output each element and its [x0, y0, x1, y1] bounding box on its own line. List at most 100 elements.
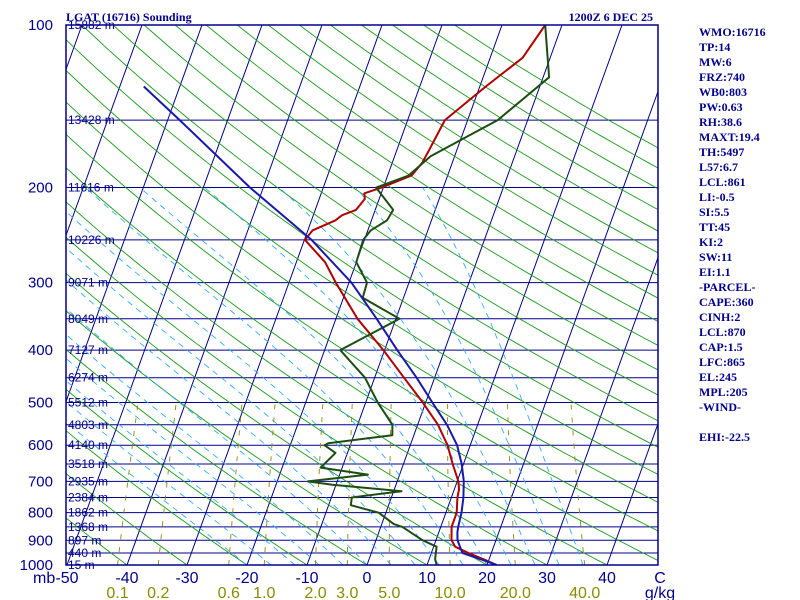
mixing-ratio-tick-label: 1.0: [253, 585, 275, 600]
temperature-tick-label: 0: [363, 570, 372, 587]
moist-adiabat-line: [422, 187, 584, 565]
index-entry: CAPE:360: [699, 295, 754, 309]
mixing-ratio-line: [228, 402, 243, 565]
mixing-ratio-line: [570, 402, 586, 565]
height-level-label: 13428 m: [68, 113, 115, 127]
height-level-label: 1368 m: [68, 520, 108, 534]
mixing-ratio-tick-label: 0.2: [147, 585, 169, 600]
moist-adiabat-line: [66, 307, 368, 565]
index-entry: WMO:16716: [699, 25, 766, 39]
height-level-label: 15882 m: [68, 18, 115, 32]
temperature-tick-label: -20: [235, 570, 258, 587]
mixing-ratio-tick-label: 0.1: [106, 585, 128, 600]
dry-adiabat-line: [66, 310, 428, 565]
dry-adiabat-line: [268, 25, 658, 276]
chart-title-left: LGAT (16716) Sounding: [66, 10, 192, 24]
index-entry: RH:38.6: [699, 115, 742, 129]
temperature-tick-label: 20: [478, 570, 496, 587]
height-level-label: 4803 m: [68, 418, 108, 432]
index-entry: -PARCEL-: [699, 280, 756, 294]
isotherm-line: [546, 256, 658, 565]
moist-adiabat-line: [139, 187, 488, 565]
height-level-label: 897 m: [68, 533, 101, 547]
mixing-ratio-line: [315, 402, 324, 565]
height-level-label: 5512 m: [68, 395, 108, 409]
index-entry: LI:-0.5: [699, 190, 735, 204]
dry-adiabat-line: [299, 25, 658, 254]
dry-adiabat-line: [66, 167, 658, 562]
height-level-label: 6274 m: [68, 371, 108, 385]
index-entry: MAXT:19.4: [699, 130, 760, 144]
mixing-ratio-line: [157, 402, 177, 565]
pressure-tick-label: 100: [28, 17, 53, 34]
height-level-label: 9071 m: [68, 276, 108, 290]
index-entry: SW:11: [699, 250, 733, 264]
index-entry: EHI:-22.5: [699, 430, 750, 444]
isotherm-line: [0, 25, 22, 565]
dry-adiabat-line: [66, 472, 188, 565]
moist-adiabat-line: [66, 357, 320, 565]
index-entry: TP:14: [699, 40, 731, 54]
index-entry: MPL:205: [699, 385, 748, 399]
temperature-tick-label: -40: [115, 570, 138, 587]
height-level-label: 4140 m: [68, 438, 108, 452]
isotherm-line: [186, 25, 383, 565]
index-entry: LCL:861: [699, 175, 746, 189]
height-level-label: 2384 m: [68, 491, 108, 505]
dry-adiabat-line: [66, 272, 488, 565]
height-level-label: 2935 m: [68, 474, 108, 488]
mixing-ratio-unit-label: g/kg: [645, 585, 675, 600]
dry-adiabat-line: [66, 101, 658, 503]
dry-adiabat-line: [237, 25, 658, 299]
mixing-ratio-tick-label: 2.0: [304, 585, 326, 600]
mixing-ratio-tick-label: 5.0: [378, 585, 400, 600]
index-entry: WB0:803: [699, 85, 747, 99]
pressure-tick-label: 400: [28, 342, 53, 359]
dry-adiabat-line: [66, 133, 658, 532]
index-entry: PW:0.63: [699, 100, 743, 114]
mixing-ratio-tick-label: 10.0: [435, 585, 466, 600]
temperature-tick-label: -30: [175, 570, 198, 587]
index-entry: FRZ:740: [699, 70, 745, 84]
pressure-tick-label: 300: [28, 275, 53, 292]
moist-adiabat-line: [355, 187, 560, 565]
moist-adiabat-line: [66, 380, 296, 565]
parcel-trace: [143, 85, 497, 565]
pressure-tick-label: 700: [28, 473, 53, 490]
temperature-unit-label: C: [654, 570, 666, 587]
index-entry: LCL:870: [699, 325, 746, 339]
pressure-tick-label: 600: [28, 437, 53, 454]
temperature-tick-label: -50: [55, 570, 78, 587]
height-level-label: 15 m: [68, 558, 95, 572]
plot-area: [66, 25, 658, 565]
dry-adiabat-line: [174, 25, 658, 346]
height-level-label: 440 m: [68, 546, 101, 560]
dry-adiabat-line: [143, 25, 658, 371]
mixing-ratio-line: [506, 402, 516, 565]
isotherm-line: [246, 25, 443, 565]
temperature-tick-label: 40: [598, 570, 616, 587]
moist-adiabat-line: [66, 210, 440, 565]
stability-indices-list: WMO:16716 TP:14 MW:6 FRZ:740 WB0:803 PW:0.63 R…: [699, 25, 766, 445]
isotherm-line: [66, 25, 263, 565]
pressure-tick-label: 900: [28, 532, 53, 549]
isotherm-line: [66, 25, 143, 237]
height-level-label: 3518 m: [68, 457, 108, 471]
moist-adiabat-line: [66, 247, 416, 565]
mixing-ratio-line: [388, 402, 392, 565]
pressure-tick-label: 800: [28, 505, 53, 522]
isotherm-line: [306, 25, 503, 565]
mixing-ratio-line: [263, 402, 276, 565]
height-level-label: 1862 m: [68, 506, 108, 520]
mixing-ratio-tick-label: 40.0: [569, 585, 600, 600]
dry-adiabat-line: [66, 69, 658, 475]
mixing-ratio-tick-label: 20.0: [500, 585, 531, 600]
isotherm-line: [426, 25, 623, 565]
index-entry: MW:6: [699, 55, 732, 69]
height-level-label: 11616 m: [68, 181, 114, 195]
moist-adiabat-line: [66, 333, 344, 565]
mixing-ratio-line: [346, 402, 353, 565]
dry-adiabat-line: [66, 430, 248, 565]
